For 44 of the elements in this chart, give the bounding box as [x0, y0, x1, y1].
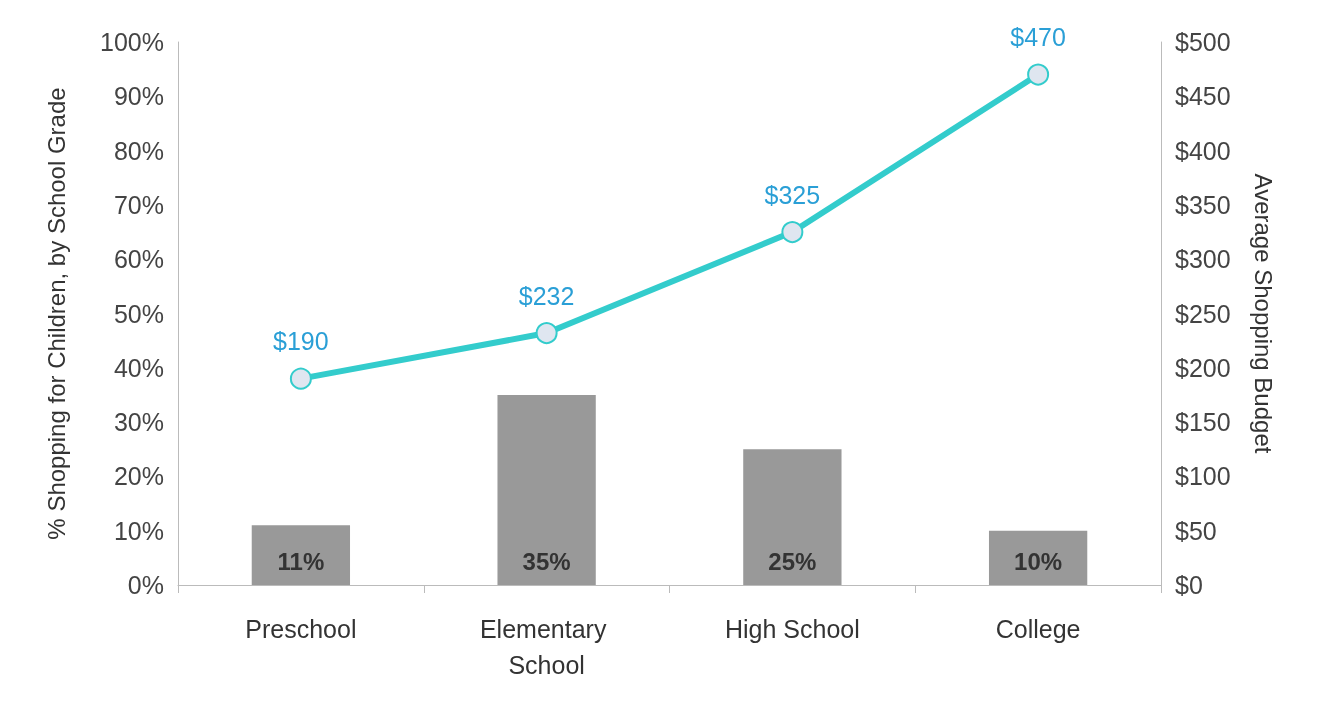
x-tick-label: High School	[724, 615, 860, 643]
data-label: $232	[518, 281, 575, 310]
y2-tick-label: $450	[1175, 82, 1231, 111]
data-label: 25%	[768, 547, 817, 575]
data-label: 10%	[1014, 547, 1063, 575]
point	[781, 221, 804, 244]
y2-tick-label: $50	[1175, 516, 1217, 545]
y-tick-label: 40%	[113, 353, 164, 382]
x-tick-label: College	[995, 615, 1081, 643]
y2-tick-label: $300	[1175, 245, 1231, 274]
y2-tick-label: $0	[1175, 571, 1203, 599]
data-label: $470	[1010, 23, 1066, 52]
y2-tick-label: $400	[1175, 136, 1231, 165]
y-tick-label: 90%	[113, 82, 164, 111]
y-tick-label: 30%	[113, 408, 164, 437]
y2-tick-label: $150	[1175, 408, 1231, 437]
data-label: 35%	[522, 547, 571, 575]
y-tick-label: 70%	[113, 190, 164, 219]
y-tick-label: 0%	[127, 571, 164, 599]
point	[535, 322, 558, 345]
y2-tick-label: $500	[1175, 28, 1231, 56]
data-label: $325	[764, 180, 821, 209]
bar	[497, 394, 596, 585]
y-tick-label: 80%	[113, 136, 164, 165]
y-tick-label: 60%	[113, 245, 164, 274]
x-tick-label: Preschool	[245, 615, 357, 643]
y2-axis-title: Average Shopping Budget	[1249, 173, 1277, 454]
y2-tick-label: $350	[1175, 190, 1231, 219]
point	[289, 367, 312, 390]
bar	[743, 449, 842, 585]
bar	[251, 525, 351, 585]
y-tick-label: 10%	[113, 516, 164, 545]
y2-tick-label: $250	[1175, 299, 1231, 328]
bar	[988, 530, 1088, 585]
y-axis-title: % Shopping for Children, by School Grade	[42, 87, 70, 540]
y-tick-label: 100%	[100, 28, 164, 56]
data-label: $190	[273, 327, 329, 356]
point	[1027, 63, 1050, 86]
y2-tick-label: $200	[1175, 353, 1231, 382]
y-tick-label: 20%	[113, 462, 164, 491]
y2-tick-label: $100	[1175, 462, 1231, 491]
x-tick-label: Elementary School	[479, 615, 614, 679]
y-tick-label: 50%	[113, 299, 164, 328]
data-label: 11%	[277, 547, 325, 575]
